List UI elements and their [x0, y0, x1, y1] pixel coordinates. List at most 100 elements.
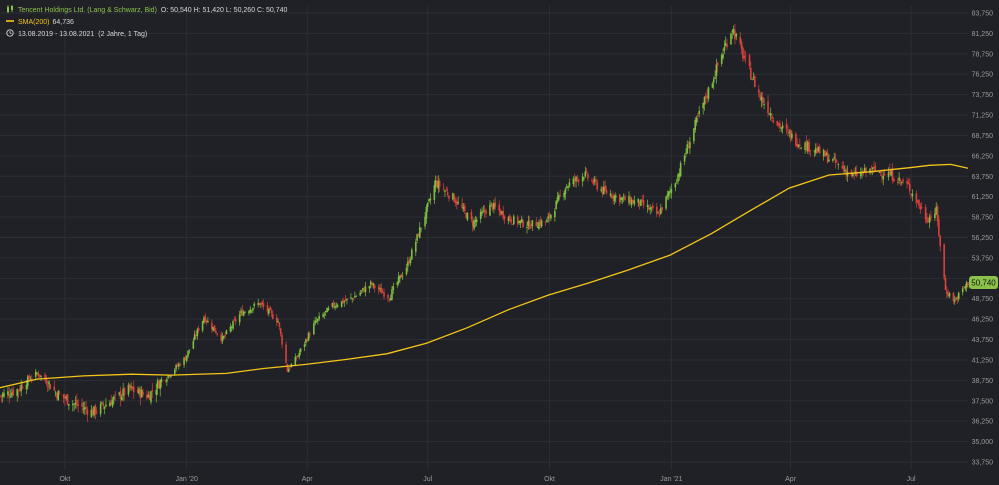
candle-body — [344, 299, 347, 301]
candle-body — [453, 194, 456, 203]
candle-body — [583, 177, 585, 179]
candle-body — [536, 227, 539, 229]
candle-body — [520, 218, 523, 223]
candle-body — [56, 393, 58, 399]
candle-body — [955, 298, 957, 300]
candle-body — [916, 200, 919, 202]
candle-body — [313, 323, 315, 335]
candle-body — [269, 307, 271, 311]
candle-body — [164, 380, 167, 382]
candle-body — [409, 259, 412, 264]
candle-body — [53, 386, 56, 391]
candle-body — [160, 379, 163, 382]
candle-body — [362, 287, 364, 290]
candle-body — [213, 325, 216, 332]
candle-body — [146, 394, 148, 399]
candle-body — [544, 221, 547, 223]
candle-body — [809, 150, 812, 152]
candle-body — [642, 200, 645, 206]
candle-body — [491, 204, 494, 210]
candle-body — [817, 146, 820, 152]
candle-body — [438, 180, 441, 187]
candle-body — [93, 406, 95, 416]
candle-body — [924, 207, 927, 220]
candle-body — [869, 168, 871, 174]
candle-body — [437, 180, 440, 189]
candle-body — [902, 179, 904, 182]
y-tick-label: 38,750 — [972, 378, 994, 385]
candle-body — [8, 393, 11, 397]
candle-body — [837, 163, 840, 165]
candle-body — [675, 182, 678, 184]
candle-body — [411, 249, 413, 260]
candle-body — [45, 378, 48, 384]
candle-body — [77, 404, 79, 406]
candle-body — [630, 199, 633, 206]
candle-body — [742, 47, 744, 59]
candle-body — [185, 355, 188, 362]
candle-body — [881, 175, 883, 177]
candle-body — [201, 321, 204, 331]
candle-body — [25, 384, 28, 390]
candle-body — [882, 175, 885, 180]
candle-body — [351, 298, 354, 299]
candle-body — [879, 171, 882, 173]
candle-body — [871, 167, 874, 170]
candle-body — [285, 344, 287, 363]
candle-body — [399, 275, 401, 279]
candle-body — [963, 286, 965, 288]
candle-body — [519, 220, 522, 224]
candle-body — [368, 285, 371, 289]
candle-body — [240, 310, 242, 314]
candle-body — [482, 210, 485, 212]
candle-body — [780, 127, 783, 129]
candle-body — [211, 322, 213, 329]
candle-body — [340, 301, 343, 307]
candle-body — [900, 182, 903, 184]
candle-body — [952, 292, 955, 302]
candle-body — [779, 123, 781, 129]
y-tick-label: 76,250 — [972, 72, 994, 79]
x-tick-label: Jan '20 — [176, 476, 198, 483]
candle-body — [118, 392, 120, 395]
candle-body — [743, 56, 746, 59]
candle-body — [494, 202, 497, 207]
candle-body — [556, 197, 559, 202]
candle-body — [720, 55, 723, 64]
period-row[interactable]: 13.08.2019 - 13.08.2021 (2 Jahre, 1 Tag) — [6, 29, 287, 41]
candle-body — [744, 55, 747, 57]
candle-body — [754, 75, 756, 88]
candle-body — [168, 376, 171, 378]
candle-body — [207, 320, 209, 323]
candle-body — [956, 296, 959, 300]
x-tick-label: Jul — [423, 476, 432, 483]
candle-body — [392, 286, 395, 290]
candle-body — [139, 389, 142, 399]
candle-body — [796, 143, 798, 147]
candle-body — [530, 227, 532, 229]
candle-body — [714, 77, 716, 79]
candle-body — [739, 36, 742, 44]
candle-body — [426, 202, 429, 208]
candle-body — [49, 384, 52, 389]
candle-body — [454, 200, 457, 204]
candle-body — [83, 407, 86, 410]
sma-label: SMA(200) — [18, 19, 50, 26]
candle-body — [592, 181, 595, 184]
candle-body — [391, 289, 393, 300]
candle-body — [943, 244, 945, 278]
candle-body — [595, 180, 597, 183]
candle-body — [183, 357, 185, 365]
candle-body — [735, 33, 738, 37]
candle-body — [156, 380, 159, 389]
candle-body — [360, 290, 363, 292]
candle-body — [387, 294, 389, 299]
candle-body — [471, 220, 474, 227]
candle-body — [618, 194, 621, 203]
candle-body — [891, 168, 894, 181]
candle-body — [670, 189, 673, 194]
candle-body — [814, 148, 817, 154]
candle-body — [36, 373, 38, 374]
candle-body — [148, 394, 151, 400]
